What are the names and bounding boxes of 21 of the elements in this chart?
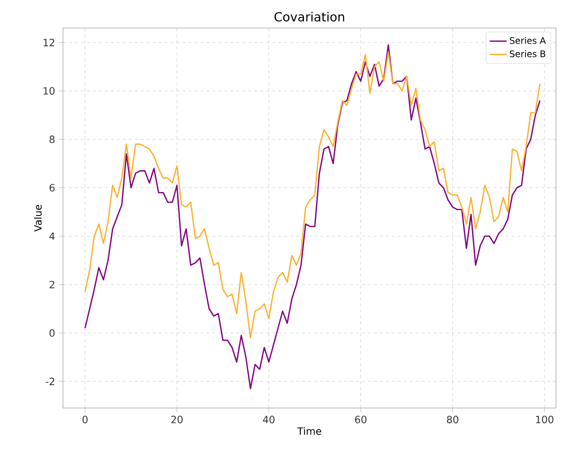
y-tick-label: 10 (44, 87, 55, 95)
y-tick-label: 0 (50, 329, 55, 337)
y-tick-label: 12 (44, 38, 54, 46)
x-tick-label: 100 (536, 416, 554, 424)
x-tick-label: 20 (171, 416, 183, 424)
legend-label: Series B (510, 50, 546, 58)
y-tick-label: 8 (50, 136, 55, 144)
legend-label: Series A (510, 36, 546, 44)
y-tick-label: 4 (49, 232, 55, 240)
x-tick-label: 60 (355, 416, 366, 424)
line-series (84, 52, 541, 338)
y-axis-title: Value (34, 204, 42, 232)
x-axis-title: Time (297, 427, 322, 435)
y-tick-label: 2 (50, 280, 54, 288)
y-tick-label: -2 (46, 378, 54, 386)
line-series (84, 44, 541, 390)
y-tick-label: 6 (50, 184, 55, 192)
chart-title: Covariation (274, 12, 344, 22)
x-tick-label: 80 (446, 416, 458, 424)
x-tick-label: 40 (262, 416, 275, 424)
x-tick-label: 0 (82, 416, 88, 424)
